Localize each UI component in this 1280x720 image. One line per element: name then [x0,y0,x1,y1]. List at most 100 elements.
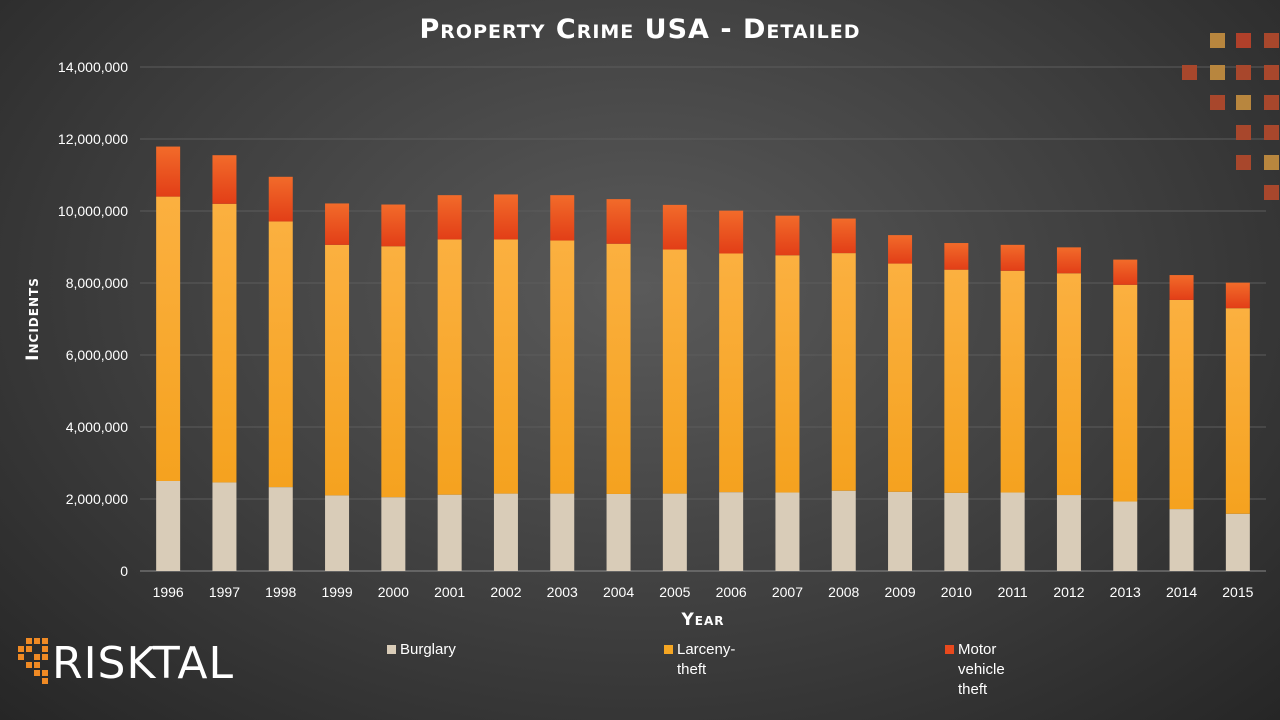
x-tick-label: 2001 [434,584,465,600]
legend-swatch-burglary [387,645,396,654]
bar-larceny-theft [1225,308,1250,514]
bar-motor-vehicle-theft [662,204,687,250]
bar-motor-vehicle-theft [944,243,969,270]
x-tick-label: 2015 [1222,584,1253,600]
bar-burglary [662,493,687,571]
legend-item-larceny: Larceny-theft [664,640,754,680]
decorative-squares-icon [1182,33,1279,200]
bar-larceny-theft [1113,284,1138,502]
bar-larceny-theft [719,253,744,493]
bar-motor-vehicle-theft [1169,275,1194,300]
bar-burglary [325,495,350,571]
y-tick-label: 12,000,000 [58,131,128,147]
bar-burglary [1225,513,1250,571]
x-tick-label: 2006 [716,584,747,600]
chart-title: Property Crime USA - Detailed [419,14,861,45]
bar-motor-vehicle-theft [831,218,856,254]
bar-burglary [156,481,181,571]
x-tick-label: 1998 [265,584,296,600]
y-tick-label: 0 [120,563,128,579]
bar-motor-vehicle-theft [888,235,913,264]
x-tick-label: 2003 [547,584,578,600]
bar-larceny-theft [831,253,856,491]
risktal-logo: RISKTAL [14,632,233,694]
x-tick-label: 2005 [659,584,690,600]
bar-larceny-theft [606,243,631,494]
bar-larceny-theft [888,263,913,492]
bar-larceny-theft [268,221,293,488]
legend: Burglary Larceny-theft Motor vehicle the… [0,640,1280,710]
bar-larceny-theft [156,196,181,481]
legend-label-motor-vehicle: Motor vehicle theft [958,641,1005,698]
x-tick-label: 2008 [828,584,859,600]
bar-burglary [719,492,744,571]
logo-dot-mark-icon [18,638,48,684]
x-tick-label: 2000 [378,584,409,600]
bar-larceny-theft [325,244,350,496]
bar-larceny-theft [437,239,462,495]
bar-motor-vehicle-theft [381,204,406,247]
y-tick-label: 10,000,000 [58,203,128,219]
bar-burglary [268,487,293,571]
bar-motor-vehicle-theft [156,146,181,197]
bar-motor-vehicle-theft [437,195,462,240]
bar-burglary [1169,509,1194,571]
x-tick-label: 2012 [1053,584,1084,600]
x-tick-label: 2014 [1166,584,1197,600]
bar-motor-vehicle-theft [1225,282,1250,309]
y-axis-title: Incidents [23,277,43,361]
x-tick-label: 2002 [490,584,521,600]
bar-motor-vehicle-theft [719,210,744,254]
axes: 0 2,000,000 4,000,000 6,000,000 8,000,000 10,… [58,59,1254,600]
bar-burglary [831,490,856,571]
x-tick-label: 2007 [772,584,803,600]
x-tick-label: 1996 [153,584,184,600]
y-tick-label: 2,000,000 [66,491,128,507]
bar-motor-vehicle-theft [1056,247,1081,274]
legend-swatch-motor-vehicle [945,645,954,654]
gridlines [140,66,1266,572]
bar-burglary [888,491,913,571]
bar-motor-vehicle-theft [268,176,293,222]
bar-larceny-theft [550,240,575,494]
bar-burglary [944,492,969,571]
bar-larceny-theft [381,246,406,498]
x-tick-label: 2010 [941,584,972,600]
x-tick-label: 2011 [998,584,1028,600]
bar-larceny-theft [1056,273,1081,496]
legend-item-burglary: Burglary [387,640,477,660]
bar-larceny-theft [1169,299,1194,510]
x-tick-label: 2013 [1110,584,1141,600]
bar-burglary [1056,495,1081,571]
x-tick-label: 1999 [321,584,352,600]
legend-label-larceny: Larceny-theft [677,641,736,678]
y-tick-label: 14,000,000 [58,59,128,75]
bar-burglary [606,493,631,571]
bar-motor-vehicle-theft [325,203,350,245]
bar-burglary [550,493,575,571]
logo-text: RISKTAL [52,638,234,689]
x-tick-label: 2009 [884,584,915,600]
bar-burglary [1000,492,1025,571]
bar-motor-vehicle-theft [1000,244,1025,271]
bar-motor-vehicle-theft [550,195,575,241]
bar-burglary [775,492,800,571]
bar-burglary [493,493,518,571]
bar-motor-vehicle-theft [1113,259,1138,285]
bar-larceny-theft [775,255,800,493]
bar-burglary [212,482,237,571]
bar-motor-vehicle-theft [606,199,631,244]
legend-label-burglary: Burglary [400,641,456,658]
bar-motor-vehicle-theft [493,194,518,240]
bar-larceny-theft [493,239,518,494]
legend-item-motor-vehicle: Motor vehicle theft [945,640,1035,700]
bar-burglary [1113,501,1138,571]
bar-larceny-theft [944,269,969,493]
y-tick-label: 8,000,000 [66,275,128,291]
bar-motor-vehicle-theft [212,155,237,204]
bar-larceny-theft [662,249,687,494]
x-tick-label: 1997 [209,584,240,600]
bar-burglary [437,494,462,571]
bar-motor-vehicle-theft [775,215,800,256]
